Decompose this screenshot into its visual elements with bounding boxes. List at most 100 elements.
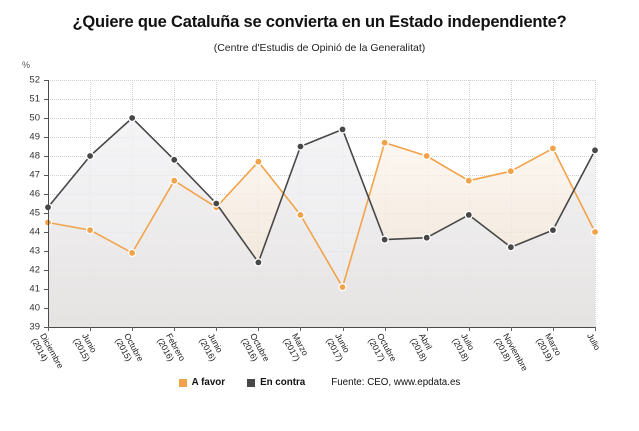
data-point-a-favor-12[interactable]: Marzo (2019): 48.4% bbox=[550, 145, 556, 152]
page-title: ¿Quiere que Cataluña se convierta en un … bbox=[72, 13, 567, 31]
y-axis-tick-label: 41 bbox=[29, 283, 40, 295]
data-point-a-favor-2[interactable]: Octubre (2015): 42.9% bbox=[129, 250, 136, 256]
chart-legend: A favor En contra Fuente: CEO, www.epdat… bbox=[0, 377, 639, 388]
y-axis-tick-label: 44 bbox=[29, 226, 40, 238]
x-axis-tick-mark bbox=[300, 327, 302, 331]
legend-label-a-favor: A favor bbox=[191, 377, 226, 388]
x-axis-tick-label: Junio (2016) bbox=[197, 332, 226, 363]
data-point-a-favor-11[interactable]: Noviembre (2018): 47.2% bbox=[507, 168, 514, 175]
y-axis-tick-label: 48 bbox=[29, 150, 40, 162]
y-axis-tick-label: 43 bbox=[29, 245, 40, 257]
data-point-a-favor-3[interactable]: Febrero (2016): 46.7% bbox=[171, 177, 178, 184]
y-axis-tick-mark bbox=[44, 251, 48, 252]
y-axis-tick-mark bbox=[44, 175, 48, 176]
gridline-horizontal bbox=[48, 99, 595, 100]
x-axis-tick-label: Diciembre (2014) bbox=[29, 332, 66, 375]
x-axis-tick-mark bbox=[552, 327, 554, 331]
data-point-en-contra-1[interactable]: Junio (2015): 48% bbox=[87, 153, 93, 159]
x-axis-tick-label: Julio (2018) bbox=[450, 332, 479, 363]
plot-area: Diciembre (2014): 44.5%Junio (2015): 44.… bbox=[43, 80, 600, 328]
y-axis-tick-mark bbox=[44, 270, 48, 271]
data-point-a-favor-10[interactable]: Julio (2018): 46.7% bbox=[465, 177, 472, 184]
legend-label-en-contra: En contra bbox=[260, 377, 306, 388]
gridline-vertical bbox=[595, 80, 596, 327]
x-axis-tick-mark bbox=[342, 327, 344, 331]
data-point-a-favor-8[interactable]: Octubre (2017): 48.7% bbox=[381, 139, 388, 146]
chart-subtitle: (Centre d'Estudis de Opinió de la Genera… bbox=[213, 42, 426, 54]
x-axis-tick-mark bbox=[174, 327, 176, 331]
y-axis-tick-mark bbox=[44, 118, 48, 119]
source-note: Fuente: CEO, www.epdata.es bbox=[331, 377, 461, 388]
data-point-en-contra-12[interactable]: Marzo (2019): 44.1% bbox=[550, 227, 556, 234]
data-point-a-favor-7[interactable]: Junio (2017): 41.1% bbox=[339, 284, 346, 290]
x-axis-tick-label: Febrero (2016) bbox=[155, 332, 188, 368]
y-axis-tick-label: 39 bbox=[29, 321, 40, 333]
y-axis-tick-mark bbox=[44, 289, 48, 290]
y-axis-tick-label: 50 bbox=[29, 112, 40, 124]
data-point-a-favor-13[interactable]: Julio: 44% bbox=[592, 229, 598, 235]
y-axis-tick-mark bbox=[44, 99, 48, 100]
x-axis-tick-mark bbox=[595, 327, 596, 331]
y-axis-tick-mark bbox=[44, 308, 48, 309]
y-axis-tick-label: 52 bbox=[29, 74, 40, 86]
y-axis-tick-mark bbox=[44, 232, 48, 233]
x-axis-tick-label: Octubre (2016) bbox=[240, 332, 272, 368]
x-axis-tick-mark bbox=[216, 327, 218, 331]
y-axis-tick-mark bbox=[44, 80, 48, 81]
x-axis-line bbox=[48, 327, 595, 328]
series-line-en-contra bbox=[47, 117, 596, 264]
data-point-en-contra-4[interactable]: Junio (2016): 45.5% bbox=[213, 200, 220, 207]
data-point-a-favor-5[interactable]: Octubre (2016): 47.7% bbox=[255, 158, 262, 165]
x-axis-tick-label: Octubre (2015) bbox=[113, 332, 146, 368]
legend-swatch-a-favor bbox=[178, 378, 187, 387]
x-axis-tick-label: Abril (2018) bbox=[408, 332, 437, 363]
series-line-a-favor bbox=[47, 141, 596, 288]
data-point-en-contra-13[interactable]: Julio: 48.3% bbox=[592, 147, 598, 154]
x-axis-tick-mark bbox=[132, 327, 134, 331]
x-axis-tick-mark bbox=[90, 327, 92, 331]
x-axis-tick-label: Julio bbox=[585, 332, 602, 352]
x-axis-tick-mark bbox=[384, 327, 386, 331]
data-point-en-contra-3[interactable]: Febrero (2016): 47.8% bbox=[171, 156, 178, 163]
data-point-a-favor-6[interactable]: Marzo (2017): 44.9% bbox=[297, 212, 304, 218]
x-axis-tick-mark bbox=[258, 327, 260, 331]
y-axis-tick-mark bbox=[44, 327, 48, 328]
y-axis-line bbox=[48, 80, 49, 327]
data-point-en-contra-2[interactable]: Octubre (2015): 50% bbox=[129, 115, 136, 121]
legend-swatch-en-contra bbox=[247, 378, 256, 387]
y-axis-tick-mark bbox=[44, 194, 48, 195]
data-point-en-contra-6[interactable]: Marzo (2017): 48.5% bbox=[297, 143, 304, 150]
data-point-en-contra-5[interactable]: Octubre (2016): 42.4% bbox=[255, 259, 262, 266]
x-axis-tick-label: Junio (2015) bbox=[71, 332, 100, 363]
y-axis-tick-label: 47 bbox=[29, 169, 40, 181]
y-axis-tick-mark bbox=[44, 213, 48, 214]
y-axis-tick-label: 51 bbox=[29, 93, 40, 105]
x-axis-tick-label: Noviembre (2018) bbox=[492, 332, 530, 378]
data-point-en-contra-7[interactable]: Junio (2017): 49.4% bbox=[339, 126, 346, 133]
data-point-en-contra-8[interactable]: Octubre (2017): 43.6% bbox=[381, 236, 388, 243]
x-axis-label-line: Julio bbox=[585, 331, 603, 352]
gridline-horizontal bbox=[48, 80, 595, 81]
y-axis-unit-label: % bbox=[22, 60, 31, 70]
y-axis-tick-label: 45 bbox=[29, 207, 40, 219]
y-axis-tick-mark bbox=[44, 156, 48, 157]
x-axis-tick-mark bbox=[426, 327, 428, 331]
series-svg: Diciembre (2014): 44.5%Junio (2015): 44.… bbox=[43, 113, 600, 327]
legend-item-a-favor[interactable]: A favor bbox=[178, 377, 226, 388]
data-point-a-favor-9[interactable]: Abril (2018): 48% bbox=[423, 153, 430, 159]
y-axis-tick-label: 40 bbox=[29, 302, 40, 314]
x-axis-tick-mark bbox=[510, 327, 512, 331]
x-axis-tick-label: Junio (2017) bbox=[324, 332, 353, 363]
data-point-en-contra-10[interactable]: Julio (2018): 44.9% bbox=[465, 212, 472, 218]
data-point-a-favor-1[interactable]: Junio (2015): 44.1% bbox=[87, 227, 93, 234]
x-axis-tick-label: Marzo (2019) bbox=[534, 332, 564, 363]
y-axis-tick-label: 42 bbox=[29, 264, 40, 276]
legend-item-en-contra[interactable]: En contra bbox=[247, 377, 305, 388]
series-area-en-contra bbox=[48, 118, 595, 327]
data-point-en-contra-9[interactable]: Abril (2018): 43.7% bbox=[423, 234, 430, 241]
y-axis-tick-label: 46 bbox=[29, 188, 40, 200]
x-axis-tick-mark bbox=[468, 327, 470, 331]
x-axis-tick-label: Octubre (2017) bbox=[366, 332, 398, 368]
data-point-en-contra-11[interactable]: Noviembre (2018): 43.2% bbox=[507, 244, 514, 251]
